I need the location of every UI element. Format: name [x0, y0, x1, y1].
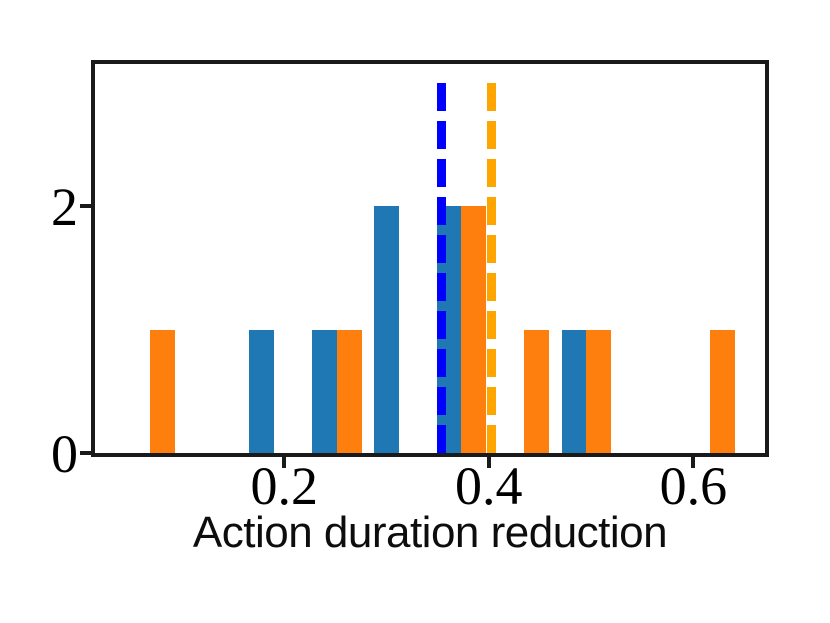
histogram-bar — [249, 329, 275, 453]
y-tick-mark — [80, 204, 92, 208]
histogram-bar — [585, 329, 611, 453]
x-axis-label: Action duration reduction — [192, 508, 668, 557]
histogram-bar — [337, 329, 362, 453]
histogram-bar — [312, 329, 337, 453]
x-tick-label: 0.4 — [455, 456, 523, 516]
y-tick-label: 2 — [51, 177, 78, 237]
y-tick-label: 0 — [51, 424, 78, 484]
x-tick-mark — [691, 457, 696, 468]
y-tick-mark — [80, 451, 92, 455]
x-tick-mark — [486, 457, 491, 468]
plot-area — [95, 64, 765, 453]
histogram-bar — [373, 206, 399, 453]
histogram-bar — [461, 206, 487, 453]
histogram-bar — [562, 329, 587, 453]
mean-line-orange — [487, 82, 497, 453]
mean-line-blue — [437, 82, 447, 453]
x-tick-label: 0.2 — [250, 456, 318, 516]
x-tick-label: 0.6 — [659, 456, 728, 516]
plot-frame — [91, 60, 769, 457]
x-tick-mark — [282, 457, 287, 468]
histogram-bar — [149, 329, 175, 453]
histogram-bar — [524, 329, 549, 453]
histogram-bar — [710, 329, 736, 453]
